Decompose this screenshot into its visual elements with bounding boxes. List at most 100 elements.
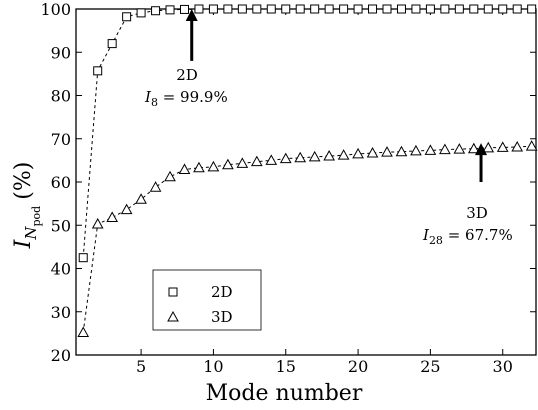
data-point-3d	[323, 150, 335, 161]
data-point-2d	[165, 5, 175, 15]
data-point-2d	[281, 4, 291, 14]
series-markers	[77, 4, 538, 338]
data-point-2d	[339, 4, 349, 14]
data-point-3d	[395, 145, 408, 157]
data-point-3d	[178, 163, 191, 174]
data-point-3d	[149, 181, 162, 192]
data-point-2d	[194, 4, 204, 14]
y-tick-label: 60	[51, 173, 71, 192]
data-point-2d	[368, 4, 378, 14]
series-lines	[82, 8, 532, 333]
data-point-2d	[179, 4, 189, 14]
data-point-2d	[396, 4, 406, 14]
data-point-3d	[496, 141, 509, 152]
y-tick-label: 70	[51, 130, 71, 149]
data-point-2d	[295, 4, 305, 14]
series-line-2d	[82, 8, 532, 258]
data-point-3d	[352, 147, 364, 159]
data-point-3d	[482, 141, 495, 153]
annotation-arrow-head	[185, 9, 198, 21]
data-point-2d	[483, 4, 493, 14]
y-tick-label: 50	[51, 216, 71, 235]
legend-label: 3D	[211, 308, 233, 326]
data-point-3d	[236, 157, 249, 168]
x-tick-label: 25	[420, 357, 440, 376]
data-point-2d	[136, 8, 146, 18]
data-point-3d	[193, 161, 205, 173]
data-point-2d	[237, 4, 247, 14]
y-tick-label: 30	[51, 303, 71, 322]
data-point-2d	[324, 4, 334, 14]
data-point-2d	[353, 4, 363, 14]
data-point-3d	[424, 144, 437, 155]
y-axis-title-sub: N	[22, 226, 40, 241]
data-point-2d	[382, 4, 392, 14]
data-point-2d	[223, 4, 233, 14]
y-axis-title-subsub: pod	[30, 206, 43, 227]
data-point-3d	[222, 158, 234, 170]
data-point-2d	[93, 66, 103, 76]
annotation-arrow-head	[475, 143, 488, 156]
data-point-3d	[91, 217, 104, 229]
data-point-2d	[527, 4, 537, 14]
data-point-3d	[525, 140, 538, 151]
annotation-formula: I8 = 99.9%	[144, 88, 228, 109]
x-axis-title: Mode number	[206, 381, 363, 406]
data-point-2d	[208, 4, 218, 14]
legend-label: 2D	[211, 283, 233, 301]
y-tick-label: 40	[51, 260, 71, 279]
data-point-3d	[337, 149, 350, 160]
y-axis-title-base: I	[11, 238, 36, 249]
data-point-3d	[381, 146, 393, 157]
data-point-2d	[454, 4, 464, 14]
data-point-3d	[120, 203, 133, 215]
data-point-3d	[265, 154, 278, 165]
y-tick-label: 90	[51, 43, 71, 62]
data-point-2d	[411, 4, 421, 14]
data-point-2d	[107, 39, 117, 49]
series-line-3d	[82, 145, 532, 333]
data-point-3d	[135, 193, 147, 204]
data-point-2d	[498, 4, 508, 14]
y-tick-label: 20	[51, 346, 71, 365]
legend-marker-triangle-icon	[167, 310, 179, 322]
data-point-3d	[439, 143, 451, 155]
y-axis: 20 30 40 50 60 70 80 90 100	[40, 0, 536, 365]
data-point-2d	[310, 4, 320, 14]
data-point-2d	[252, 4, 262, 14]
x-tick-label: 20	[348, 357, 368, 376]
x-tick-label: 5	[136, 357, 146, 376]
plot-border	[75, 8, 537, 356]
data-point-2d	[440, 4, 450, 14]
x-axis: 5 10 15 20 25 30	[136, 9, 513, 376]
data-point-2d	[469, 4, 479, 14]
data-point-3d	[410, 144, 422, 156]
x-tick-label: 15	[276, 357, 296, 376]
data-point-3d	[467, 142, 480, 154]
data-point-3d	[511, 140, 524, 152]
data-point-3d	[77, 326, 90, 338]
data-point-2d	[266, 4, 276, 14]
data-point-3d	[453, 143, 466, 154]
x-tick-label: 30	[493, 357, 513, 376]
data-point-3d	[279, 152, 292, 164]
y-tick-label: 80	[51, 87, 71, 106]
data-point-2d	[425, 4, 435, 14]
data-point-3d	[250, 155, 263, 167]
legend-marker-square-icon	[168, 287, 178, 297]
data-point-2d	[78, 253, 88, 263]
annotation-formula: I28 = 67.7%	[422, 226, 513, 247]
data-point-3d	[366, 146, 379, 158]
data-point-2d	[512, 4, 522, 14]
data-point-3d	[294, 151, 307, 163]
data-point-3d	[308, 150, 321, 162]
data-point-3d	[164, 170, 176, 182]
data-point-3d	[106, 211, 119, 222]
data-point-2d	[122, 12, 132, 22]
x-tick-label: 10	[203, 357, 223, 376]
annotation-label: 3D	[466, 204, 488, 222]
plot-frame	[75, 8, 537, 356]
data-point-3d	[207, 160, 220, 172]
